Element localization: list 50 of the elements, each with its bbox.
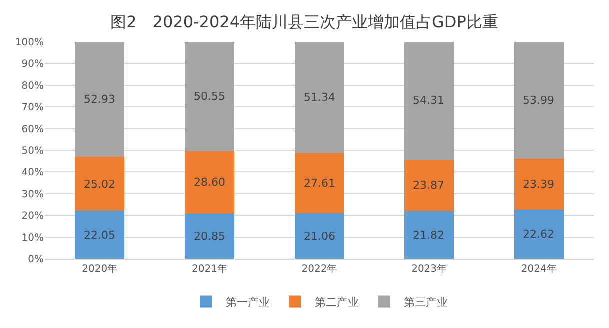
bar (294, 213, 344, 259)
data-label: 21.82 (413, 229, 444, 242)
data-label: 23.39 (523, 178, 554, 191)
y-tick-label: 60% (22, 124, 44, 136)
bar (185, 42, 234, 152)
bar (75, 42, 125, 157)
bar (404, 160, 454, 212)
bar (294, 42, 344, 154)
y-tick-label: 20% (22, 211, 44, 222)
y-tick-label: 70% (22, 102, 44, 114)
data-label: 50.55 (194, 90, 226, 103)
x-tick-label: 2020年 (82, 263, 118, 275)
y-tick-label: 100% (15, 38, 44, 48)
data-label: 25.02 (84, 178, 116, 191)
data-label: 51.34 (304, 91, 336, 104)
legend-label: 第三产业 (404, 296, 448, 309)
bar (75, 211, 125, 259)
y-tick-label: 40% (22, 168, 44, 179)
x-tick-label: 2024年 (521, 263, 557, 275)
x-tick-label: 2022年 (302, 263, 338, 275)
bar (75, 156, 125, 212)
bar (514, 42, 564, 160)
bar (185, 214, 234, 259)
data-label: 21.06 (304, 230, 336, 243)
y-tick-label: 30% (22, 189, 44, 200)
data-label: 52.93 (84, 93, 116, 106)
data-label: 20.85 (194, 230, 226, 243)
bar (185, 152, 234, 214)
y-tick-label: 80% (22, 80, 44, 92)
y-tick-label: 0% (28, 254, 44, 266)
data-label: 54.31 (413, 94, 444, 107)
data-label: 22.62 (523, 228, 554, 241)
data-label: 53.99 (523, 94, 554, 107)
data-label: 27.61 (304, 177, 336, 190)
bar (294, 153, 344, 214)
bar (404, 42, 454, 160)
y-tick-label: 90% (22, 59, 44, 70)
y-tick-label: 10% (22, 232, 44, 244)
x-tick-label: 2023年 (412, 263, 448, 275)
data-label: 22.05 (84, 229, 116, 242)
bar (404, 212, 454, 259)
bar (514, 159, 564, 210)
y-tick-label: 50% (22, 146, 44, 157)
data-label: 28.60 (194, 176, 226, 189)
x-tick-label: 2021年 (192, 263, 228, 275)
data-label: 23.87 (413, 179, 444, 192)
chart-title: 图2 2020-2024年陆川县三次产业增加值占GDP比重 (110, 12, 498, 32)
legend-label: 第二产业 (315, 296, 359, 309)
legend-label: 第一产业 (226, 296, 270, 309)
bar (514, 210, 564, 259)
